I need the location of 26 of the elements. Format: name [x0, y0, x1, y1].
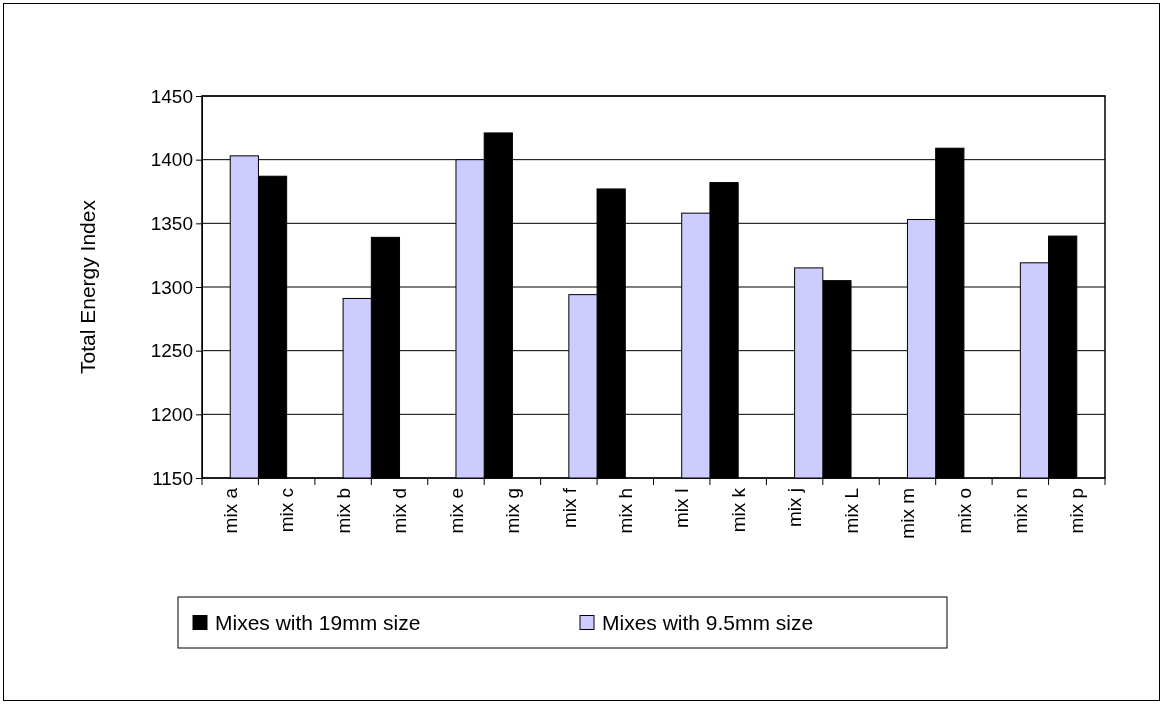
x-tick-label: mix j — [784, 488, 806, 528]
x-tick-label: mix n — [1009, 488, 1031, 534]
x-tick-label: mix I — [671, 488, 693, 529]
y-tick-label: 1250 — [150, 340, 193, 362]
y-tick-label: 1150 — [152, 467, 193, 489]
y-tick-label: 1300 — [150, 276, 193, 298]
x-tick-label: mix e — [445, 488, 467, 534]
x-tick-label: mix L — [840, 488, 862, 534]
legend-label: Mixes with 9.5mm size — [602, 610, 814, 634]
x-tick-label: mix g — [502, 488, 524, 534]
y-axis-title: Total Energy Index — [76, 199, 99, 374]
x-tick-label: mix o — [953, 488, 975, 534]
x-tick-label: mix f — [558, 487, 580, 529]
x-tick-label: mix d — [389, 488, 411, 534]
y-tick-label: 1350 — [150, 212, 193, 234]
x-tick-label: mix b — [332, 488, 354, 534]
x-tick-label: mix p — [1066, 488, 1088, 534]
x-tick-label: mix h — [614, 488, 636, 534]
x-tick-label: mix k — [727, 487, 749, 533]
y-tick-label: 1200 — [150, 403, 193, 425]
x-tick-label: mix m — [897, 488, 919, 539]
legend-label: Mixes with 19mm size — [215, 610, 421, 634]
y-tick-label: 1400 — [150, 149, 193, 171]
y-tick-label: 1450 — [150, 85, 193, 107]
x-tick-label: mix a — [219, 487, 241, 534]
x-tick-label: mix c — [276, 488, 298, 533]
